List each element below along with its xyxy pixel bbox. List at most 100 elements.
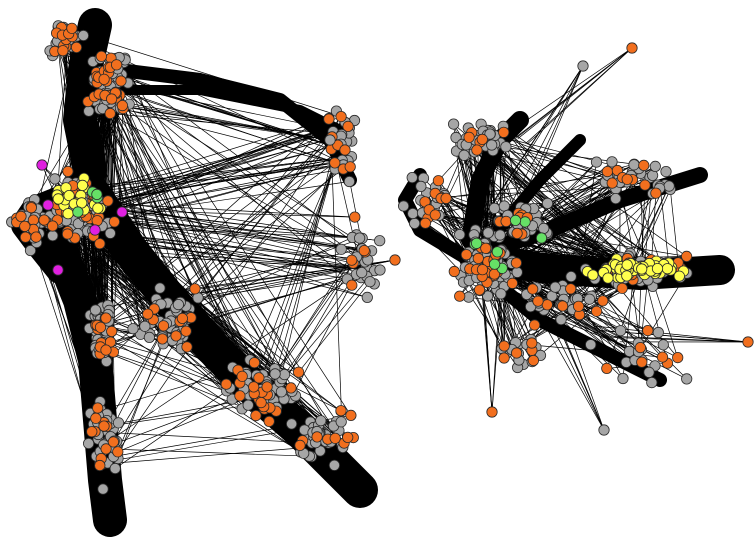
left-network-node-orange: [46, 220, 59, 232]
right-network-node-yellow: [602, 272, 614, 284]
right-network-node-gray: [660, 166, 672, 178]
right-network-edge: [470, 142, 666, 264]
right-network-node-gray: [495, 288, 507, 300]
left-network-node-orange: [180, 325, 192, 337]
left-network-node-orange: [98, 420, 110, 432]
right-network-edge: [503, 126, 622, 258]
left-network-node-orange: [95, 50, 108, 62]
left-network-node-orange: [311, 431, 323, 443]
left-network-node-gray: [83, 105, 95, 117]
left-network-node-orange: [115, 75, 127, 87]
left-network-edge: [85, 204, 363, 250]
right-network-node-gray: [500, 141, 512, 153]
left-network-edge: [104, 70, 366, 263]
right-network-node-orange: [510, 257, 523, 269]
right-network-node-gray: [590, 156, 603, 168]
right-network-node-yellow: [621, 270, 633, 282]
right-network-long-edge: [491, 300, 502, 413]
left-network-node-orange: [104, 107, 116, 120]
left-network-node-orange: [94, 459, 106, 472]
left-network-node-orange: [263, 415, 275, 427]
left-network-node-yellow: [62, 208, 74, 220]
right-network-node-yellow: [587, 269, 599, 281]
right-network-node-orange: [460, 249, 472, 261]
right-network-node-gray: [458, 149, 470, 161]
right-network-edge: [627, 185, 670, 272]
right-network-node-orange: [498, 340, 510, 352]
right-network-edge: [575, 298, 639, 352]
left-network-edge: [67, 29, 355, 121]
right-network-node-orange: [597, 295, 609, 307]
left-network-edge: [256, 164, 335, 376]
left-network-node-orange: [106, 93, 118, 105]
right-network-node-orange: [572, 300, 585, 312]
left-network-edge: [184, 164, 344, 319]
right-network-node-orange: [506, 277, 519, 289]
left-network-node-gray: [112, 417, 125, 429]
right-network-node-yellow: [661, 263, 674, 275]
left-network-node-gray: [324, 134, 336, 146]
right-network-node-yellow: [621, 259, 633, 271]
left-network-node-orange: [292, 366, 305, 378]
right-network-node-orange: [480, 242, 492, 254]
right-network-edge-bundle-3: [461, 111, 529, 249]
left-network-node-gray: [172, 298, 184, 311]
right-network-node-orange: [500, 215, 512, 227]
left-network-node-orange: [253, 372, 265, 384]
left-network-edge: [162, 336, 233, 400]
right-network-node-orange: [642, 324, 654, 337]
left-network-long-edge: [144, 246, 381, 271]
right-network-node-gray: [406, 172, 418, 184]
left-network-node-orange: [234, 390, 246, 402]
left-network-node-orange: [261, 381, 273, 393]
left-network-node-orange: [181, 341, 193, 353]
right-network-edge: [525, 208, 628, 259]
left-network-node-orange: [335, 405, 347, 417]
left-network-edge: [122, 105, 261, 395]
left-network-node-gray: [127, 323, 139, 335]
left-network-node-orange: [38, 214, 50, 226]
left-network-edge: [97, 315, 301, 453]
left-network-node-gray: [361, 291, 373, 303]
left-network-node-orange: [329, 157, 341, 169]
left-network-edge: [111, 89, 344, 166]
right-network-node-orange: [527, 354, 540, 367]
right-network-node-orange: [528, 319, 541, 331]
left-network-node-orange: [335, 111, 347, 123]
right-network-node-orange: [510, 347, 523, 359]
left-network-node-orange: [102, 195, 114, 207]
left-network-node-gray: [353, 232, 366, 244]
right-network-node-gray: [577, 60, 589, 72]
left-network-edge: [95, 206, 380, 242]
right-network-node-gray: [657, 339, 669, 351]
right-network-node-gray: [482, 227, 494, 239]
right-network-node-orange: [432, 175, 444, 187]
right-network-node-orange: [532, 295, 544, 307]
right-network-node-gray: [415, 180, 427, 192]
right-network-node-orange: [541, 299, 553, 311]
right-network-node-gray: [498, 200, 510, 212]
right-network-node-orange: [634, 341, 647, 354]
left-network-node-orange: [176, 312, 188, 324]
right-network-node-green: [509, 214, 522, 226]
right-network-node-gray: [484, 128, 496, 140]
left-network-edge: [330, 149, 344, 448]
right-network-node-orange: [639, 179, 651, 191]
left-network-node-gray: [269, 368, 281, 380]
right-network-node-green: [470, 237, 483, 249]
right-network-long-edge: [482, 289, 493, 413]
right-network-node-gray: [643, 366, 655, 378]
right-network-node-gray: [488, 202, 501, 214]
left-network-node-orange: [248, 357, 260, 369]
right-network-node-orange: [498, 352, 510, 364]
right-network-node-gray: [606, 156, 618, 168]
right-network-node-orange: [650, 187, 662, 199]
left-network-edge: [98, 131, 334, 233]
right-network-node-yellow: [651, 262, 664, 275]
left-network-node-orange: [323, 113, 335, 125]
left-network-node-orange: [19, 231, 32, 243]
left-network-node-orange: [294, 439, 306, 451]
left-network-node-orange: [94, 321, 107, 333]
left-network-edge: [72, 162, 335, 199]
